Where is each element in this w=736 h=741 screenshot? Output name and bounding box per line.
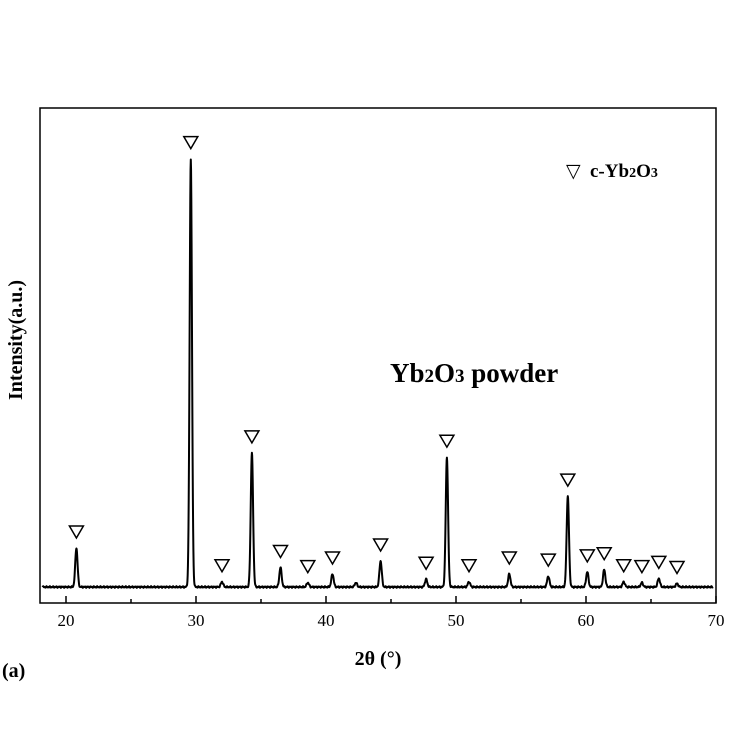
annotation-subscript: 3: [455, 366, 465, 387]
peak-marker: [324, 551, 341, 566]
peak-marker: [372, 538, 389, 553]
peak-marker: [213, 559, 231, 574]
x-tick-label: 20: [58, 611, 75, 630]
peak-marker: [633, 559, 651, 575]
y-axis-label: Intensity(a.u.): [5, 280, 27, 400]
x-tick-label: 60: [578, 611, 595, 630]
peak-marker: [243, 430, 261, 445]
legend-text-part: O: [636, 161, 651, 182]
legend-text-part: c-Yb: [590, 161, 629, 182]
legend-subscript: 2: [629, 166, 636, 181]
peak-marker: [272, 544, 289, 560]
peak-marker: [595, 546, 613, 562]
peak-marker: [299, 559, 317, 575]
peak-marker: [417, 556, 435, 571]
peak-markers: [68, 135, 686, 576]
legend: ▽ c-Yb2O3: [566, 161, 658, 182]
peak-marker: [668, 560, 686, 576]
x-tick-label: 40: [318, 611, 335, 630]
annotation-text-part: O: [434, 358, 455, 388]
annotation-text-part: Yb: [390, 358, 425, 388]
plot-frame: [39, 107, 717, 604]
x-tick-label: 30: [188, 611, 205, 630]
peak-marker: [438, 434, 456, 449]
xrd-pattern-line: [41, 158, 714, 589]
x-axis-ticks: 20 30 40 50 60 70: [58, 596, 725, 630]
annotation-text-part: powder: [465, 358, 559, 388]
peak-marker: [578, 549, 596, 564]
peak-marker: [182, 135, 200, 151]
legend-subscript: 3: [651, 166, 658, 181]
x-tick-label: 70: [708, 611, 725, 630]
peak-marker: [615, 559, 633, 574]
legend-label: c-Yb2O3: [590, 161, 658, 182]
peak-marker: [500, 551, 518, 566]
x-tick-label: 50: [448, 611, 465, 630]
peak-marker: [539, 553, 557, 568]
annotation-subscript: 2: [425, 366, 435, 387]
panel-label: (a): [2, 660, 25, 682]
peak-marker: [650, 555, 668, 570]
sample-annotation: Yb2O3 powder: [390, 358, 558, 388]
peak-marker: [68, 525, 85, 540]
peak-marker: [460, 559, 478, 574]
legend-marker-icon: ▽: [566, 161, 581, 182]
x-axis-label: 2θ (°): [355, 648, 402, 670]
peak-marker: [559, 473, 577, 488]
